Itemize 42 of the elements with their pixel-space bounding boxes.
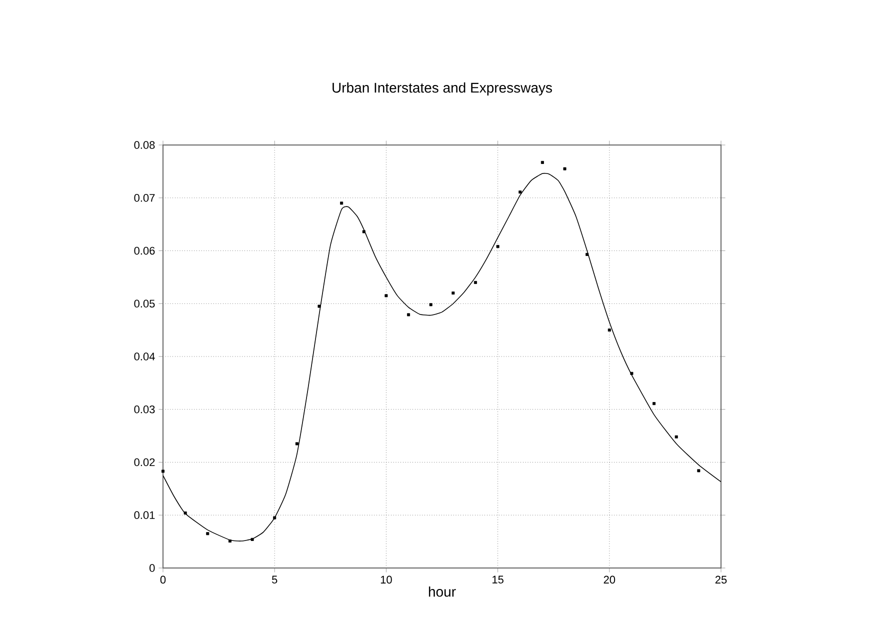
point [496,245,500,248]
point [250,538,254,541]
point [674,435,678,438]
x-tick-label: 10 [380,576,392,584]
point [206,532,210,536]
point [295,442,298,446]
y-tick-label: 0.03 [134,405,155,414]
point [608,328,611,332]
x-tick-label: 20 [604,576,616,584]
chart-title: Urban Interstates and Expressways [332,82,552,96]
point [540,160,544,164]
point [474,280,477,284]
point [340,202,344,205]
y-tick-label: 0.05 [134,300,155,308]
point [273,516,276,520]
point [184,512,187,515]
x-tick-label: 0 [160,576,166,584]
x-tick-label: 15 [492,576,504,584]
y-tick-label: 0.06 [134,246,155,255]
point [228,540,232,543]
y-tick-label: 0.07 [134,194,155,202]
x-axis-title: hour [428,586,456,597]
point [429,303,432,306]
x-tick-label: 5 [272,576,278,584]
point [384,294,388,298]
y-tick-label: 0 [150,564,155,572]
point [586,252,589,256]
point [407,313,410,316]
y-tick-label: 0.08 [134,141,155,149]
y-tick-label: 0.04 [134,352,155,360]
point [630,372,634,375]
point [652,402,656,406]
point [697,469,700,472]
point [318,304,321,308]
point [452,292,455,295]
y-tick-label: 0.01 [134,511,155,520]
x-tick-label: 25 [715,576,727,584]
point [162,470,164,473]
point [362,230,366,234]
point [563,167,566,170]
point [518,190,522,194]
y-tick-label: 0.02 [134,458,155,466]
